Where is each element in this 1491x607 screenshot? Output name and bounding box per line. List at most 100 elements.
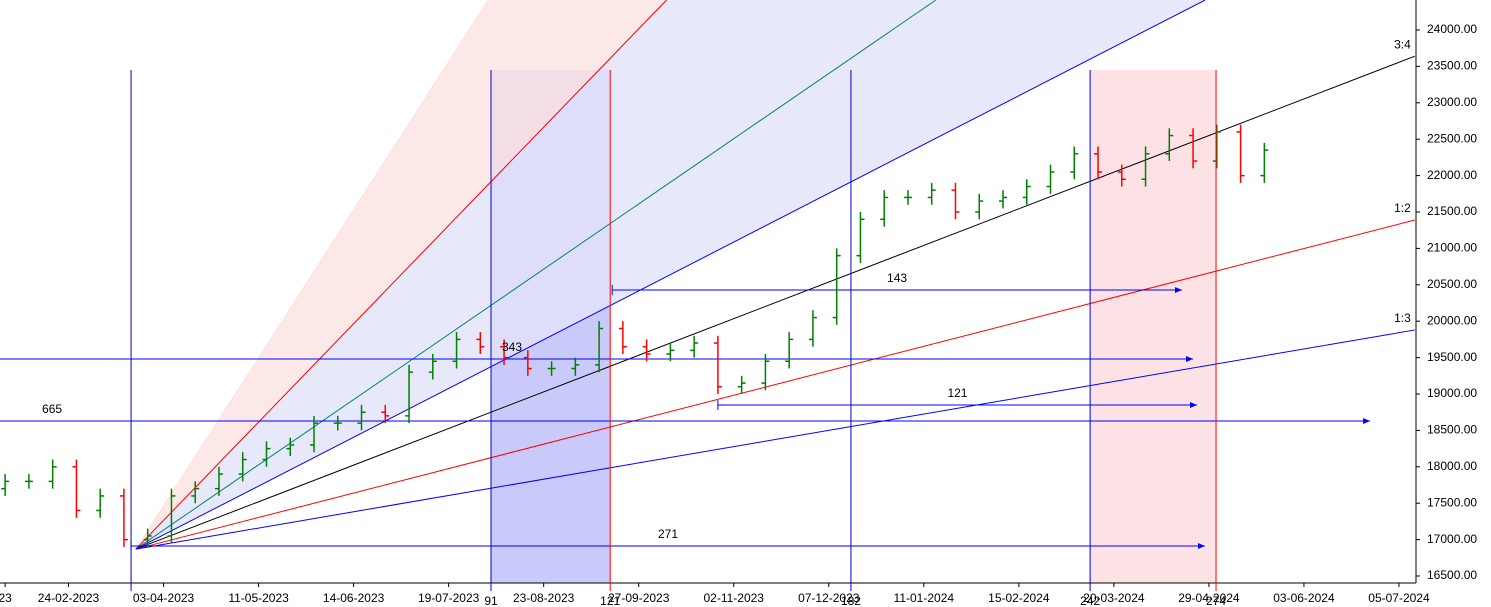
ohlc-bar bbox=[119, 488, 128, 547]
ohlc-bar bbox=[191, 481, 200, 504]
y-tick-label: 17500.00 bbox=[1427, 495, 1477, 509]
ohlc-bar bbox=[832, 248, 841, 325]
ohlc-bar bbox=[381, 404, 390, 424]
x-tick-label: 27-09-2023 bbox=[608, 591, 670, 605]
ohlc-bar bbox=[975, 193, 984, 220]
x-tick-label: 07-12-2023 bbox=[798, 591, 860, 605]
x-tick-label: 11-01-2024 bbox=[894, 591, 955, 605]
ohlc-bar bbox=[1, 474, 10, 496]
fan-line bbox=[135, 219, 1415, 550]
ohlc-bar bbox=[310, 415, 319, 453]
y-tick-label: 22500.00 bbox=[1427, 131, 1477, 145]
ohlc-bar bbox=[405, 364, 414, 424]
y-tick-label: 21500.00 bbox=[1427, 204, 1477, 218]
ohlc-bar bbox=[1070, 146, 1079, 180]
arrow-label: 665 bbox=[42, 402, 62, 416]
fan-label: 3:4 bbox=[1394, 37, 1411, 51]
ohlc-bar bbox=[1117, 164, 1126, 187]
ohlc-bar bbox=[476, 332, 485, 354]
fan-label: 1:3 bbox=[1394, 311, 1411, 325]
fan-line bbox=[135, 0, 1206, 550]
ohlc-bar bbox=[690, 335, 699, 358]
ohlc-bar bbox=[333, 415, 342, 431]
cycle-band bbox=[1090, 70, 1217, 583]
ohlc-bar bbox=[856, 212, 865, 263]
ohlc-bar bbox=[452, 332, 461, 369]
ohlc-bar bbox=[713, 335, 722, 395]
x-tick-label: 14-06-2023 bbox=[323, 591, 385, 605]
fan-line bbox=[135, 55, 1415, 550]
ohlc-bar bbox=[24, 474, 33, 489]
ohlc-bar bbox=[785, 332, 794, 369]
fan-line bbox=[135, 0, 667, 550]
ohlc-bar bbox=[808, 310, 817, 347]
ohlc-bar bbox=[880, 190, 889, 227]
y-tick-label: 24000.00 bbox=[1427, 22, 1477, 36]
y-tick-label: 16500.00 bbox=[1427, 568, 1477, 582]
fan-line bbox=[135, 0, 936, 550]
y-tick-label: 21000.00 bbox=[1427, 241, 1477, 255]
x-tick-label: 20-03-2024 bbox=[1083, 591, 1145, 605]
plot-area bbox=[0, 0, 1415, 583]
ohlc-bar bbox=[428, 353, 437, 380]
y-tick-label: 23000.00 bbox=[1427, 95, 1477, 109]
cycle-label: 274 bbox=[1206, 594, 1226, 607]
arrow-label: 271 bbox=[658, 527, 678, 541]
ohlc-bar bbox=[72, 459, 81, 518]
ohlc-bar bbox=[262, 441, 271, 467]
x-tick-label: 19-07-2023 bbox=[418, 591, 480, 605]
ohlc-bar bbox=[238, 452, 247, 482]
ohlc-bar bbox=[214, 466, 223, 496]
ohlc-bar bbox=[927, 182, 936, 205]
ohlc-bar bbox=[571, 357, 580, 376]
x-tick-label: 02-11-2023 bbox=[703, 591, 764, 605]
ohlc-bar bbox=[666, 343, 675, 362]
arrow-label: 121 bbox=[947, 386, 967, 400]
ohlc-bar bbox=[48, 459, 57, 489]
x-tick-label: 24-02-2023 bbox=[38, 591, 100, 605]
y-tick-label: 19000.00 bbox=[1427, 386, 1477, 400]
ohlc-bar bbox=[1022, 179, 1031, 205]
ohlc-bar bbox=[1046, 164, 1055, 194]
arrow-label: 143 bbox=[887, 271, 907, 285]
ohlc-bar bbox=[737, 375, 746, 395]
ohlc-bar bbox=[903, 190, 912, 205]
ohlc-bar bbox=[999, 190, 1007, 209]
y-tick-label: 18000.00 bbox=[1427, 459, 1477, 473]
cycle-label: 121 bbox=[600, 594, 620, 607]
x-tick-label: 15-02-2024 bbox=[988, 591, 1050, 605]
ohlc-bar bbox=[1141, 146, 1150, 187]
y-tick-label: 19500.00 bbox=[1427, 350, 1477, 364]
ohlc-bar bbox=[951, 182, 960, 220]
y-tick-label: 17000.00 bbox=[1427, 532, 1477, 546]
x-tick-label: 03-06-2024 bbox=[1273, 591, 1335, 605]
ohlc-bar bbox=[547, 361, 556, 376]
ohlc-bar bbox=[618, 321, 627, 354]
ohlc-bar bbox=[595, 321, 604, 373]
y-tick-label: 23500.00 bbox=[1427, 59, 1477, 73]
x-tick-label: 23-08-2023 bbox=[513, 591, 575, 605]
x-tick-label: 03-04-2023 bbox=[133, 591, 195, 605]
ohlc-bar bbox=[96, 488, 105, 518]
ohlc-bar bbox=[761, 353, 770, 391]
cycle-label: 182 bbox=[841, 594, 861, 607]
ohlc-bar bbox=[357, 404, 366, 431]
ohlc-bar bbox=[143, 528, 152, 547]
ohlc-bar bbox=[523, 350, 532, 376]
ohlc-bar bbox=[642, 339, 651, 362]
y-tick-label: 22000.00 bbox=[1427, 168, 1477, 182]
ohlc-bar bbox=[1260, 142, 1269, 183]
ohlc-bar bbox=[167, 488, 176, 544]
ohlc-bar bbox=[286, 437, 295, 456]
y-tick-label: 20500.00 bbox=[1427, 277, 1477, 291]
fan-line bbox=[135, 329, 1415, 550]
x-tick-label: 29-04-2024 bbox=[1178, 591, 1240, 605]
fan-line bbox=[135, 0, 489, 550]
ohlc-bar bbox=[500, 339, 509, 365]
x-tick-label: 11-05-2023 bbox=[228, 591, 289, 605]
y-tick-label: 18500.00 bbox=[1427, 423, 1477, 437]
cycle-label: 242 bbox=[1080, 594, 1100, 607]
ohlc-bar bbox=[1094, 146, 1103, 180]
x-tick-label: 23 bbox=[0, 591, 12, 605]
